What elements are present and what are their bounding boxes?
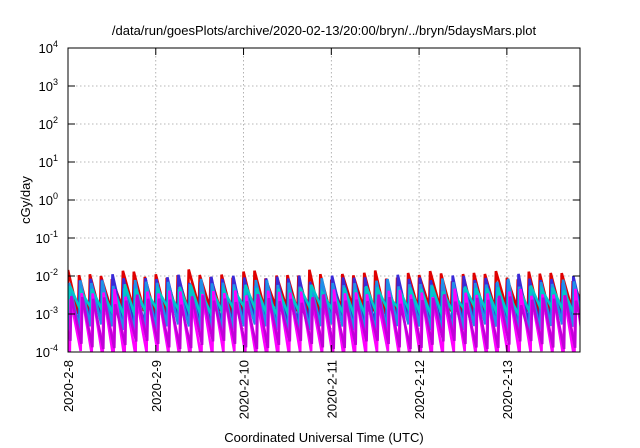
x-tick-label: 2020-2-12	[412, 360, 427, 419]
y-tick-label: 104	[39, 39, 58, 56]
y-tick-label: 10-1	[36, 229, 58, 246]
x-tick-label: 2020-2-11	[324, 360, 339, 418]
x-tick-label: 2020-2-8	[61, 360, 76, 412]
series-layer	[68, 269, 580, 352]
y-tick-label: 102	[39, 115, 58, 132]
y-tick-label: 10-4	[36, 343, 58, 360]
x-tick-label: 2020-2-13	[500, 360, 515, 419]
y-axis-label: cGy/day	[18, 176, 33, 224]
y-tick-label: 103	[39, 77, 58, 94]
series-line	[68, 293, 580, 350]
ticks	[67, 47, 580, 353]
x-axis-label: Coordinated Universal Time (UTC)	[224, 430, 423, 445]
x-tick-labels: 2020-2-8 2020-2-9 2020-2-10 2020-2-11 2020-2…	[61, 360, 515, 419]
y-tick-labels: 104 103 102 101 100 10-1 10-2 10-3 10-4	[36, 39, 58, 360]
y-tick-label: 100	[39, 191, 58, 208]
x-tick-label: 2020-2-10	[237, 360, 252, 419]
y-tick-label: 10-3	[36, 305, 58, 322]
chart-title: /data/run/goesPlots/archive/2020-02-13/2…	[112, 23, 537, 38]
y-tick-label: 101	[39, 153, 58, 170]
y-tick-label: 10-2	[36, 267, 58, 284]
x-tick-label: 2020-2-9	[149, 360, 164, 412]
